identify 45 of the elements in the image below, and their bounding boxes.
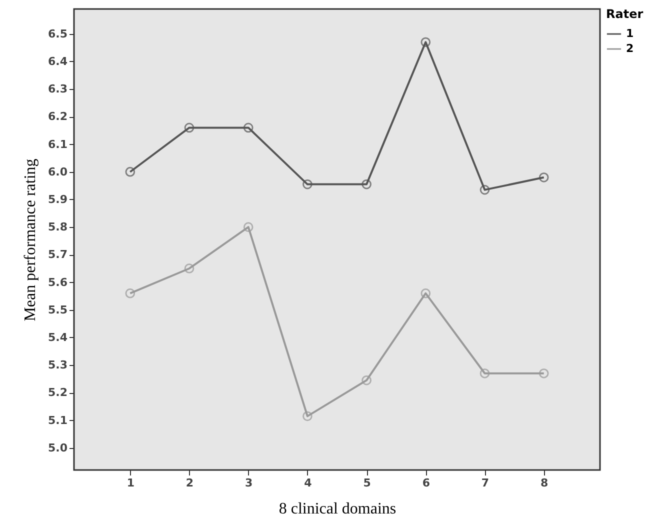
point bbox=[302, 411, 312, 422]
x-axis-title: 8 clinical domains bbox=[278, 500, 396, 518]
point bbox=[538, 368, 549, 378]
y-tick-label: 5.9 bbox=[48, 192, 68, 206]
point bbox=[538, 172, 549, 182]
y-tick-label: 5.4 bbox=[48, 330, 68, 344]
legend-label: 1 bbox=[626, 27, 634, 40]
point bbox=[184, 122, 194, 133]
x-tick-label: 7 bbox=[481, 476, 490, 490]
y-tick-label: 5.6 bbox=[48, 276, 68, 289]
point bbox=[362, 179, 372, 190]
point bbox=[480, 184, 490, 195]
x-tick-label: 5 bbox=[363, 476, 371, 490]
y-tick-label: 5.0 bbox=[48, 441, 68, 454]
y-axis-title: Mean performance rating bbox=[22, 158, 40, 322]
point bbox=[243, 122, 254, 133]
point bbox=[125, 166, 136, 177]
x-tick-label: 1 bbox=[126, 476, 134, 490]
y-tick-label: 5.8 bbox=[48, 220, 68, 234]
point bbox=[184, 264, 194, 274]
x-tick-label: 4 bbox=[304, 476, 312, 490]
y-tick-label: 5.2 bbox=[48, 386, 68, 400]
y-tick-label: 6.4 bbox=[48, 54, 68, 68]
legend-label: 2 bbox=[626, 42, 634, 55]
y-tick-label: 6.2 bbox=[48, 110, 68, 124]
y-tick-label: 6.5 bbox=[48, 27, 68, 40]
point bbox=[125, 288, 136, 298]
x-tick-label: 2 bbox=[186, 476, 194, 490]
x-tick-label: 8 bbox=[540, 476, 548, 490]
x-tick-label: 3 bbox=[245, 476, 253, 490]
y-tick-label: 5.7 bbox=[48, 248, 68, 262]
y-tick-label: 6.0 bbox=[48, 165, 68, 178]
y-tick-label: 6.3 bbox=[48, 82, 68, 96]
point bbox=[420, 288, 431, 298]
y-tick-label: 5.1 bbox=[48, 414, 68, 427]
y-tick-label: 6.1 bbox=[48, 138, 68, 151]
y-tick-label: 5.5 bbox=[48, 303, 68, 316]
point bbox=[362, 375, 372, 386]
legend-title: Rater bbox=[606, 7, 644, 21]
point bbox=[480, 368, 490, 378]
point bbox=[302, 179, 312, 190]
point bbox=[420, 37, 431, 48]
y-tick-label: 5.3 bbox=[48, 358, 68, 372]
point bbox=[243, 222, 254, 232]
x-tick-label: 6 bbox=[422, 476, 430, 490]
